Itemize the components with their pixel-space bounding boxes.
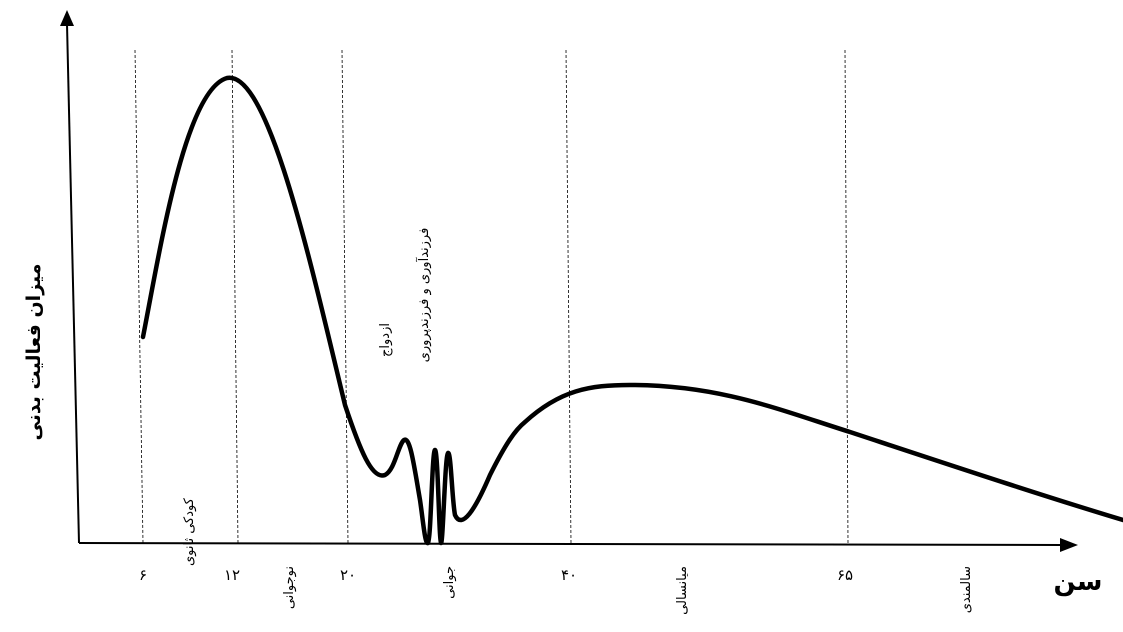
stage-label-middle-age: میانسالی: [675, 566, 690, 615]
x-axis-arrow-icon: [1060, 538, 1078, 552]
ref-line-65: [844, 49, 849, 544]
y-axis: [66, 23, 80, 544]
stage-label-youth: جوانی: [442, 566, 457, 599]
stage-label-adolescence: نوجوانی: [282, 566, 297, 609]
annotation-marriage: ازدواج: [378, 323, 393, 357]
stage-labels: کودکی ثانوی نوجوانی جوانی میانسالی سالمن…: [182, 497, 974, 615]
y-axis-label: میزان فعالیت بدنی: [23, 263, 45, 440]
stage-label-secondary-childhood: کودکی ثانوی: [182, 497, 197, 566]
annotations: ازدواج فرزندآوری و فرزندپروری: [378, 228, 432, 363]
x-tick-40: ۴۰: [561, 566, 577, 584]
ref-line-12: [231, 49, 239, 544]
x-tick-labels: ۶ ۱۲ ۲۰ ۴۰ ۶۵: [139, 566, 853, 584]
x-axis-label: سن: [1054, 567, 1103, 597]
x-axis: [78, 542, 1063, 546]
annotation-childbearing: فرزندآوری و فرزندپروری: [415, 228, 432, 363]
x-tick-6: ۶: [139, 566, 147, 584]
x-tick-12: ۱۲: [224, 566, 240, 584]
x-tick-20: ۲۰: [340, 566, 356, 584]
ref-line-6: [134, 49, 144, 544]
axes: [60, 10, 1078, 552]
ref-line-20: [341, 49, 349, 544]
ref-line-40: [565, 49, 572, 544]
reference-lines: [134, 49, 849, 544]
activity-curve: [140, 75, 1123, 546]
x-tick-65: ۶۵: [837, 566, 853, 584]
y-axis-arrow-icon: [60, 10, 74, 26]
stage-label-old-age: سالمندی: [959, 566, 974, 613]
